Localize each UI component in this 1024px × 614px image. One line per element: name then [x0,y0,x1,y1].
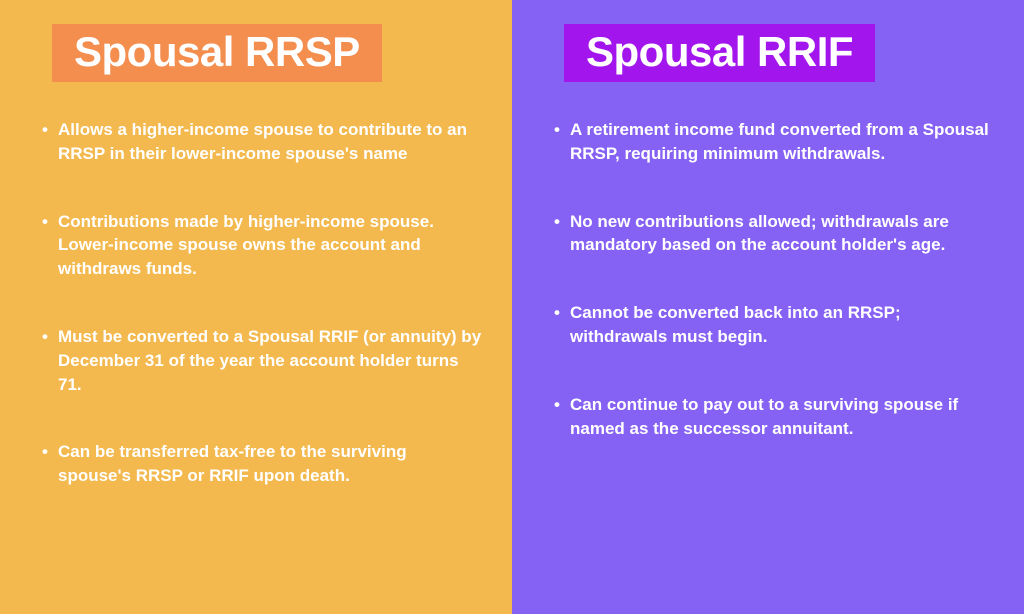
list-item: Cannot be converted back into an RRSP; w… [554,301,996,349]
left-title-badge: Spousal RRSP [52,24,382,82]
list-item: A retirement income fund converted from … [554,118,996,166]
list-item: Contributions made by higher-income spou… [42,210,484,281]
right-list: A retirement income fund converted from … [540,118,996,440]
left-list: Allows a higher-income spouse to contrib… [28,118,484,488]
right-panel: Spousal RRIF A retirement income fund co… [512,0,1024,614]
comparison-container: Spousal RRSP Allows a higher-income spou… [0,0,1024,614]
list-item: Can be transferred tax-free to the survi… [42,440,484,488]
list-item: Must be converted to a Spousal RRIF (or … [42,325,484,396]
right-title-badge: Spousal RRIF [564,24,875,82]
list-item: Can continue to pay out to a surviving s… [554,393,996,441]
list-item: No new contributions allowed; withdrawal… [554,210,996,258]
left-panel: Spousal RRSP Allows a higher-income spou… [0,0,512,614]
list-item: Allows a higher-income spouse to contrib… [42,118,484,166]
